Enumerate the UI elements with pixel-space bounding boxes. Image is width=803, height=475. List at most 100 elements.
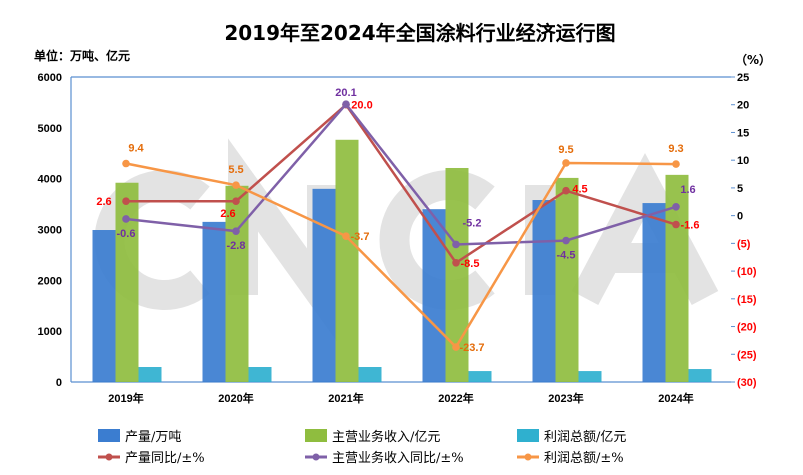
legend-swatch-marker bbox=[105, 453, 113, 461]
line-marker bbox=[452, 258, 460, 267]
bar-revenue bbox=[445, 167, 469, 382]
line-marker bbox=[562, 186, 570, 195]
data-label: 1.6 bbox=[680, 184, 695, 196]
right-tick-label: (10) bbox=[737, 266, 757, 278]
left-tick-label: 4000 bbox=[38, 174, 62, 186]
axes: 0 1000 2000 3000 4000 5000 6000 (30) (25) (20) (15… bbox=[38, 72, 757, 405]
legend-label: 产量同比/±% bbox=[125, 451, 205, 466]
right-tick-label: 25 bbox=[737, 72, 749, 84]
bar-production bbox=[202, 221, 226, 382]
data-label: 5.5 bbox=[228, 164, 243, 176]
line-marker bbox=[122, 159, 130, 168]
right-tick-label: (20) bbox=[737, 322, 757, 334]
data-label: -8.5 bbox=[461, 258, 480, 270]
line-marker bbox=[342, 100, 350, 108]
line-marker bbox=[672, 160, 680, 168]
line-series-revenue-yoy bbox=[125, 102, 677, 246]
line-marker bbox=[342, 232, 350, 240]
bar-profit bbox=[248, 367, 272, 382]
data-labels: 2.6 2.6 20.0 -8.5 4.5 -1.6 -0.6 -2.8 20.1 -5.2 -4.… bbox=[96, 87, 699, 354]
watermark-letter-n bbox=[228, 138, 337, 342]
line-marker bbox=[232, 181, 240, 189]
bar-production bbox=[312, 188, 336, 382]
data-label: 20.1 bbox=[335, 87, 356, 99]
bar-production bbox=[92, 230, 116, 382]
data-label: 2.6 bbox=[96, 196, 111, 208]
data-label: 9.5 bbox=[558, 144, 573, 156]
line-marker bbox=[562, 236, 570, 245]
lines bbox=[122, 100, 680, 351]
legend-label: 利润总额/±% bbox=[544, 451, 624, 466]
bars bbox=[92, 139, 712, 382]
legend-swatch-bar bbox=[98, 429, 120, 442]
category-label: 2019年 bbox=[108, 391, 143, 405]
legend-label: 主营业务收入/亿元 bbox=[332, 429, 440, 445]
legend-swatch-bar bbox=[517, 429, 539, 442]
bar-profit bbox=[358, 367, 382, 382]
line-series-profit-yoy bbox=[125, 161, 677, 350]
data-label: 4.5 bbox=[572, 184, 587, 196]
line-marker bbox=[232, 197, 240, 206]
bar-revenue bbox=[335, 139, 359, 382]
bar-revenue bbox=[115, 182, 139, 382]
legend-swatch-marker bbox=[312, 453, 320, 461]
data-label: -0.6 bbox=[117, 228, 136, 240]
bar-profit bbox=[468, 371, 492, 382]
bar-production bbox=[422, 209, 446, 382]
category-label: 2021年 bbox=[328, 391, 363, 405]
legend-swatch-marker bbox=[524, 453, 532, 461]
left-tick-label: 0 bbox=[56, 377, 62, 389]
line-series-production-yoy bbox=[126, 102, 677, 265]
data-label: 9.4 bbox=[128, 143, 144, 155]
data-label: -1.6 bbox=[681, 220, 700, 232]
right-tick-label: 10 bbox=[737, 155, 749, 167]
bar-profit bbox=[688, 369, 712, 382]
line-marker bbox=[672, 220, 680, 229]
bar-revenue bbox=[665, 174, 689, 382]
right-unit-label: （%） bbox=[735, 52, 771, 67]
legend-label: 产量/万吨 bbox=[125, 430, 181, 445]
legend-label: 主营业务收入同比/±% bbox=[332, 450, 464, 466]
right-tick-label: (5) bbox=[737, 238, 751, 250]
right-tick-label: 20 bbox=[737, 100, 749, 112]
data-label: -23.7 bbox=[459, 342, 484, 354]
right-tick-label: (15) bbox=[737, 294, 757, 306]
left-tick-label: 2000 bbox=[38, 275, 62, 287]
category-label: 2020年 bbox=[218, 391, 253, 405]
data-label: 20.0 bbox=[351, 100, 372, 112]
right-tick-label: 5 bbox=[737, 183, 743, 195]
data-label: 9.3 bbox=[668, 143, 683, 155]
data-label: -4.5 bbox=[557, 250, 576, 262]
line-marker bbox=[452, 240, 460, 249]
line-marker bbox=[452, 343, 460, 351]
right-tick-label: 15 bbox=[737, 127, 749, 139]
data-label: 2.6 bbox=[220, 208, 235, 220]
legend-label: 利润总额/亿元 bbox=[544, 430, 626, 445]
line-marker bbox=[562, 159, 570, 167]
left-tick-label: 6000 bbox=[38, 72, 62, 84]
bar-profit bbox=[138, 367, 162, 382]
line-marker bbox=[122, 215, 130, 223]
data-label: -5.2 bbox=[463, 217, 482, 229]
left-tick-label: 5000 bbox=[38, 123, 62, 135]
right-tick-label: (25) bbox=[737, 349, 757, 361]
line-marker bbox=[122, 197, 130, 206]
chart-title: 2019年至2024年全国涂料行业经济运行图 bbox=[224, 21, 615, 45]
left-tick-label: 3000 bbox=[38, 225, 62, 237]
data-label: -2.8 bbox=[227, 240, 246, 252]
bar-revenue bbox=[555, 177, 579, 382]
category-label: 2023年 bbox=[548, 391, 583, 405]
right-tick-label: (30) bbox=[737, 377, 757, 389]
bar-revenue bbox=[225, 185, 249, 382]
right-tick-label: 0 bbox=[737, 211, 743, 223]
data-label: -3.7 bbox=[351, 231, 370, 243]
bar-production bbox=[532, 200, 556, 382]
bar-profit bbox=[578, 371, 602, 382]
line-marker bbox=[672, 202, 680, 211]
category-label: 2022年 bbox=[438, 391, 473, 405]
line-marker bbox=[232, 227, 240, 235]
category-label: 2024年 bbox=[658, 391, 693, 405]
left-tick-label: 1000 bbox=[38, 326, 62, 338]
